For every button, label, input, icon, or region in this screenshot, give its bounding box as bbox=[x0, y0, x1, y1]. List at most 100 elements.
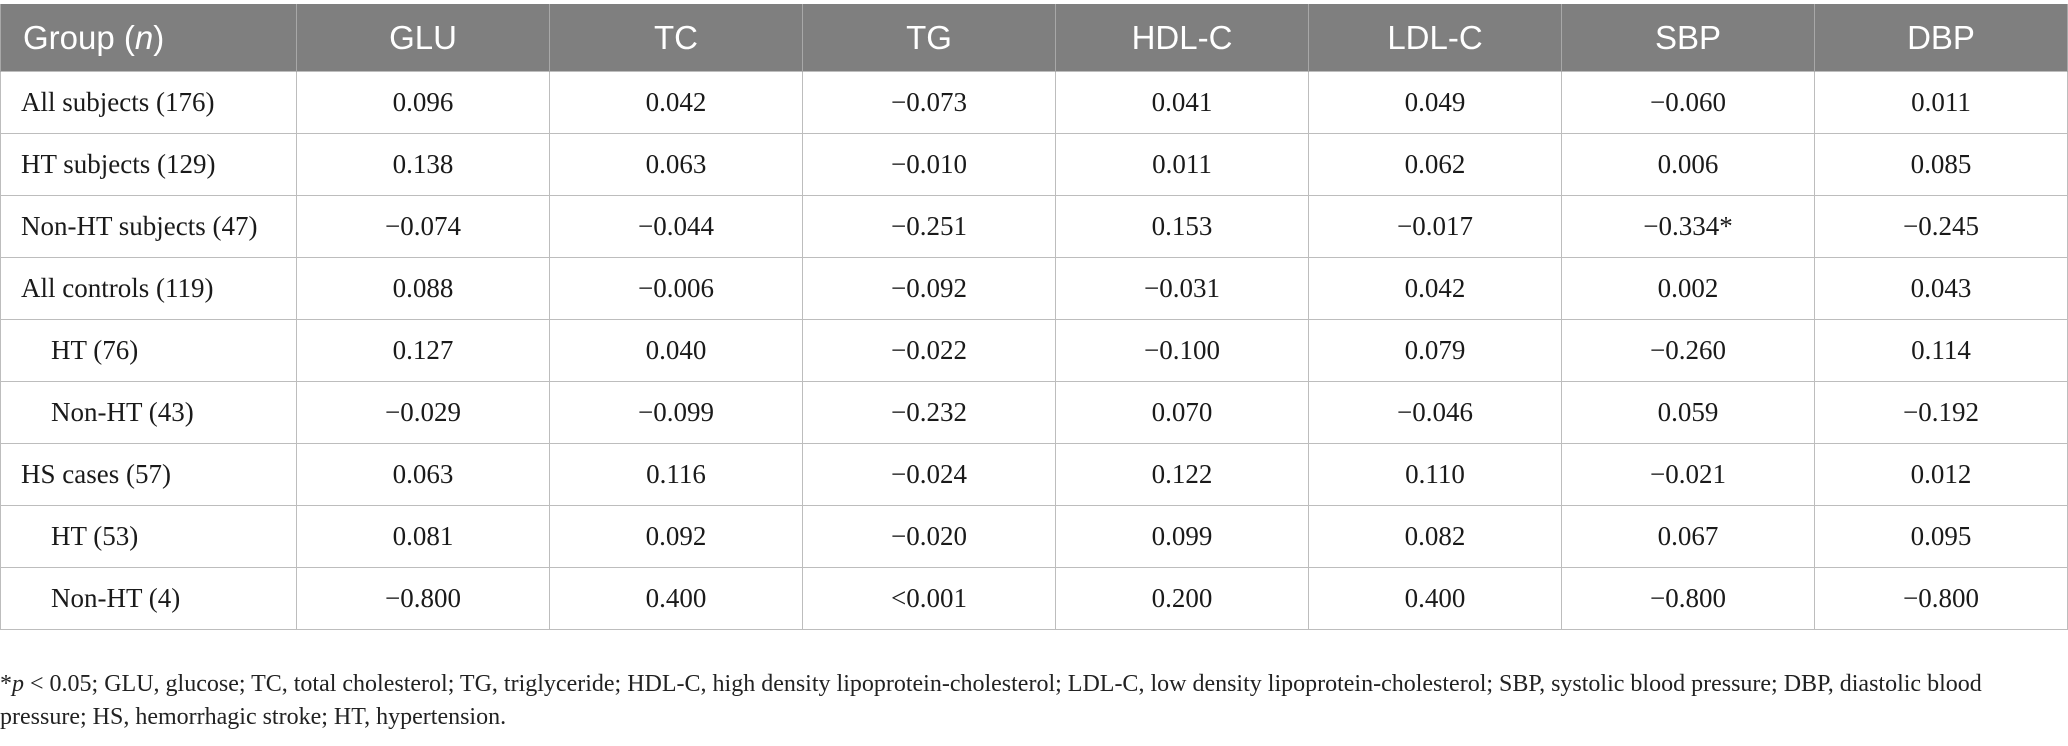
cell-glu: −0.074 bbox=[296, 195, 550, 258]
row-label: HT subjects (129) bbox=[0, 133, 297, 196]
cell-hdl-c: 0.070 bbox=[1055, 381, 1309, 444]
cell-tc: −0.006 bbox=[549, 257, 803, 320]
cell-hdl-c: 0.153 bbox=[1055, 195, 1309, 258]
correlation-table: Group (n) GLU TC TG HDL-C LDL-C SBP DBP … bbox=[0, 4, 2068, 630]
cell-ldl-c: 0.110 bbox=[1308, 443, 1562, 506]
row-label: Non-HT (4) bbox=[0, 567, 297, 630]
cell-sbp: −0.260 bbox=[1561, 319, 1815, 382]
cell-tg: −0.092 bbox=[802, 257, 1056, 320]
cell-tc: 0.400 bbox=[549, 567, 803, 630]
cell-dbp: −0.192 bbox=[1814, 381, 2068, 444]
cell-glu: 0.081 bbox=[296, 505, 550, 568]
header-glu: GLU bbox=[296, 4, 550, 72]
cell-tg: <0.001 bbox=[802, 567, 1056, 630]
cell-tg: −0.022 bbox=[802, 319, 1056, 382]
cell-ldl-c: 0.400 bbox=[1308, 567, 1562, 630]
header-hdl-c: HDL-C bbox=[1055, 4, 1309, 72]
cell-sbp: 0.002 bbox=[1561, 257, 1815, 320]
footnote-text: < 0.05; GLU, glucose; TC, total choleste… bbox=[0, 671, 1982, 730]
table-row: HS cases (57) 0.063 0.116 −0.024 0.122 0.110−… bbox=[0, 443, 2068, 506]
cell-hdl-c: 0.011 bbox=[1055, 133, 1309, 196]
footnote-p: p bbox=[12, 671, 24, 697]
cell-glu: −0.029 bbox=[296, 381, 550, 444]
cell-dbp: −0.800 bbox=[1814, 567, 2068, 630]
cell-dbp: 0.012 bbox=[1814, 443, 2068, 506]
cell-dbp: 0.043 bbox=[1814, 257, 2068, 320]
header-ldl-c: LDL-C bbox=[1308, 4, 1562, 72]
header-sbp: SBP bbox=[1561, 4, 1815, 72]
cell-sbp: −0.800 bbox=[1561, 567, 1815, 630]
cell-hdl-c: −0.100 bbox=[1055, 319, 1309, 382]
header-group-close: ) bbox=[153, 18, 165, 56]
table-body: All subjects (176) 0.096 0.042 −0.073 0.041 0… bbox=[0, 71, 2068, 630]
cell-glu: 0.127 bbox=[296, 319, 550, 382]
cell-glu: 0.088 bbox=[296, 257, 550, 320]
cell-tc: −0.099 bbox=[549, 381, 803, 444]
cell-tc: 0.042 bbox=[549, 71, 803, 134]
cell-tg: −0.232 bbox=[802, 381, 1056, 444]
header-group-label: Group ( bbox=[23, 18, 135, 56]
cell-tg: −0.024 bbox=[802, 443, 1056, 506]
cell-ldl-c: 0.049 bbox=[1308, 71, 1562, 134]
cell-tc: 0.063 bbox=[549, 133, 803, 196]
cell-hdl-c: 0.122 bbox=[1055, 443, 1309, 506]
cell-sbp: 0.006 bbox=[1561, 133, 1815, 196]
cell-sbp: −0.021 bbox=[1561, 443, 1815, 506]
row-label: Non-HT subjects (47) bbox=[0, 195, 297, 258]
cell-tc: 0.092 bbox=[549, 505, 803, 568]
cell-dbp: 0.011 bbox=[1814, 71, 2068, 134]
cell-sbp: 0.059 bbox=[1561, 381, 1815, 444]
cell-glu: 0.096 bbox=[296, 71, 550, 134]
cell-sbp: 0.067 bbox=[1561, 505, 1815, 568]
cell-hdl-c: 0.041 bbox=[1055, 71, 1309, 134]
cell-ldl-c: −0.017 bbox=[1308, 195, 1562, 258]
cell-tc: −0.044 bbox=[549, 195, 803, 258]
row-label: Non-HT (43) bbox=[0, 381, 297, 444]
cell-tg: −0.010 bbox=[802, 133, 1056, 196]
cell-ldl-c: 0.042 bbox=[1308, 257, 1562, 320]
row-label: HT (76) bbox=[0, 319, 297, 382]
cell-sbp: −0.060 bbox=[1561, 71, 1815, 134]
cell-tc: 0.040 bbox=[549, 319, 803, 382]
table-row: HT subjects (129) 0.138 0.063 −0.010 0.011 0.… bbox=[0, 133, 2068, 196]
cell-hdl-c: −0.031 bbox=[1055, 257, 1309, 320]
cell-tg: −0.251 bbox=[802, 195, 1056, 258]
cell-glu: 0.138 bbox=[296, 133, 550, 196]
row-label: All controls (119) bbox=[0, 257, 297, 320]
table-row: All controls (119) 0.088 −0.006 −0.092 −0.03… bbox=[0, 257, 2068, 320]
cell-tg: −0.020 bbox=[802, 505, 1056, 568]
cell-hdl-c: 0.200 bbox=[1055, 567, 1309, 630]
cell-dbp: −0.245 bbox=[1814, 195, 2068, 258]
table-row: All subjects (176) 0.096 0.042 −0.073 0.041 0… bbox=[0, 71, 2068, 134]
cell-tc: 0.116 bbox=[549, 443, 803, 506]
cell-ldl-c: 0.082 bbox=[1308, 505, 1562, 568]
cell-sbp: −0.334* bbox=[1561, 195, 1815, 258]
cell-ldl-c: 0.079 bbox=[1308, 319, 1562, 382]
cell-glu: 0.063 bbox=[296, 443, 550, 506]
row-label: HT (53) bbox=[0, 505, 297, 568]
table-header: Group (n) GLU TC TG HDL-C LDL-C SBP DBP bbox=[0, 4, 2068, 72]
cell-hdl-c: 0.099 bbox=[1055, 505, 1309, 568]
cell-dbp: 0.085 bbox=[1814, 133, 2068, 196]
header-group: Group (n) bbox=[0, 4, 297, 72]
cell-glu: −0.800 bbox=[296, 567, 550, 630]
row-label: All subjects (176) bbox=[0, 71, 297, 134]
cell-tg: −0.073 bbox=[802, 71, 1056, 134]
cell-dbp: 0.114 bbox=[1814, 319, 2068, 382]
table-row: HT (53) 0.081 0.092 −0.020 0.099 0.082 0.067 0.… bbox=[0, 505, 2068, 568]
table-row: Non-HT (4) −0.800 0.400 <0.001 0.200 0.400 −0.… bbox=[0, 567, 2068, 630]
table-footnote: *p < 0.05; GLU, glucose; TC, total chole… bbox=[0, 668, 2050, 734]
row-label: HS cases (57) bbox=[0, 443, 297, 506]
cell-dbp: 0.095 bbox=[1814, 505, 2068, 568]
header-tg: TG bbox=[802, 4, 1056, 72]
footnote-star: * bbox=[0, 671, 12, 697]
correlation-table-container: Group (n) GLU TC TG HDL-C LDL-C SBP DBP … bbox=[0, 4, 2068, 630]
header-row: Group (n) GLU TC TG HDL-C LDL-C SBP DBP bbox=[0, 4, 2068, 72]
table-row: Non-HT (43) −0.029 −0.099 −0.232 0.070 −0.046… bbox=[0, 381, 2068, 444]
cell-ldl-c: 0.062 bbox=[1308, 133, 1562, 196]
header-dbp: DBP bbox=[1814, 4, 2068, 72]
cell-ldl-c: −0.046 bbox=[1308, 381, 1562, 444]
header-group-n: n bbox=[134, 18, 154, 56]
header-tc: TC bbox=[549, 4, 803, 72]
table-row: Non-HT subjects (47) −0.074 −0.044 −0.251 0.… bbox=[0, 195, 2068, 258]
